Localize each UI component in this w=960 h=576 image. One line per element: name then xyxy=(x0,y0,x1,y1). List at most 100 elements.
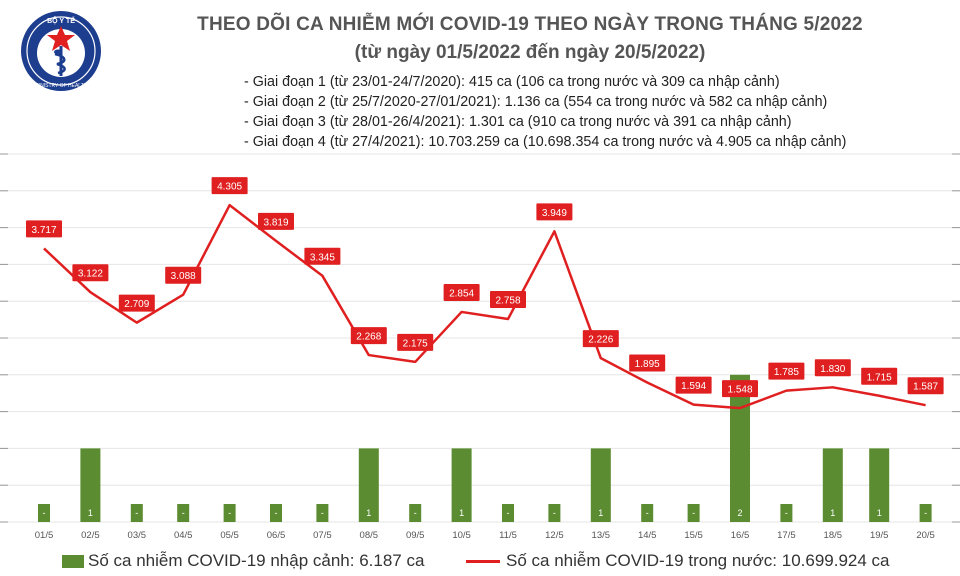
data-label-box xyxy=(118,294,155,312)
x-tick-label: 03/5 xyxy=(128,530,147,541)
data-label: 3.717 xyxy=(31,225,56,236)
data-label: 1.830 xyxy=(820,364,845,375)
data-label-box xyxy=(258,212,294,230)
data-label-box xyxy=(211,177,248,195)
data-label-box xyxy=(26,220,62,238)
x-tick-label: 11/5 xyxy=(499,530,517,541)
data-label-box xyxy=(629,354,666,372)
logo-text-top: BỘ Y TẾ xyxy=(47,15,75,25)
bar-label: - xyxy=(135,508,138,518)
bar-imported xyxy=(177,504,190,522)
bar-imported xyxy=(316,504,329,522)
data-label-box xyxy=(907,377,944,395)
x-tick-label: 15/5 xyxy=(684,530,703,541)
stage-summary-item: - Giai đoạn 2 (từ 25/7/2020-27/01/2021):… xyxy=(244,94,828,110)
data-label: 1.785 xyxy=(774,367,799,378)
data-label-box xyxy=(490,291,526,309)
data-label: 1.587 xyxy=(913,382,938,393)
legend-item-domestic: Số ca nhiễm COVID-19 trong nước: 10.699.… xyxy=(466,550,890,572)
data-label: 2.758 xyxy=(495,296,520,307)
data-label: 1.895 xyxy=(635,359,660,370)
chart-subtitle: (từ ngày 01/5/2022 đến ngày 20/5/2022) xyxy=(354,42,706,63)
x-tick-label: 16/5 xyxy=(731,530,750,541)
bar-label: - xyxy=(692,508,695,518)
bar-imported xyxy=(502,504,514,522)
data-label-box xyxy=(768,362,805,380)
x-tick-label: 07/5 xyxy=(313,530,332,541)
bar-label: - xyxy=(507,508,510,518)
bar-label: 1 xyxy=(459,508,464,518)
bar-imported xyxy=(223,504,236,522)
data-label: 2.854 xyxy=(449,288,474,299)
bar-label: 1 xyxy=(877,508,882,518)
data-label-box xyxy=(443,283,480,301)
data-label: 2.709 xyxy=(124,299,149,310)
data-label: 3.345 xyxy=(310,252,335,263)
bar-label: - xyxy=(553,508,556,518)
bar-imported xyxy=(130,504,143,522)
bar-label: - xyxy=(43,508,46,518)
data-label-box xyxy=(397,333,434,351)
data-label-box xyxy=(72,264,109,282)
data-label: 3.819 xyxy=(263,217,288,228)
data-label: 1.594 xyxy=(681,381,706,392)
x-tick-label: 13/5 xyxy=(592,530,611,541)
x-tick-label: 04/5 xyxy=(174,530,193,541)
bar-imported xyxy=(641,504,654,522)
bar-imported xyxy=(270,504,282,522)
bar-imported xyxy=(869,448,890,522)
data-label-box xyxy=(861,367,898,385)
legend-domestic-label: Số ca nhiễm COVID-19 trong nước: 10.699.… xyxy=(506,551,890,570)
chart-title: THEO DÕI CA NHIỄM MỚI COVID-19 THEO NGÀY… xyxy=(197,14,863,35)
x-tick-label: 05/5 xyxy=(220,530,239,541)
bar-label: - xyxy=(275,508,278,518)
x-tick-label: 14/5 xyxy=(638,530,657,541)
stage-summary-item: - Giai đoạn 1 (từ 23/01-24/7/2020): 415 … xyxy=(244,74,780,90)
ministry-of-health-logo: BỘ Y TẾ MINISTRY OF HEALTH xyxy=(21,11,101,91)
data-label-box xyxy=(814,359,851,377)
bar-label: - xyxy=(646,508,649,518)
stage-summary-item: - Giai đoạn 3 (từ 28/01-26/4/2021): 1.30… xyxy=(244,114,792,130)
combo-chart: - 1 - - - - - 1 - 1 - - 1 - - 2 - 1 1 - 3.717 3.122 2.709 3.088… xyxy=(0,153,960,541)
stage-summary-item: - Giai đoạn 4 (từ 27/4/2021): 10.703.259… xyxy=(244,134,847,150)
stage-summary-list: - Giai đoạn 1 (từ 23/01-24/7/2020): 415 … xyxy=(244,72,846,152)
x-tick-label: 02/5 xyxy=(81,530,100,541)
data-label: 2.175 xyxy=(403,338,428,349)
bar-label: - xyxy=(182,508,185,518)
bar-label: - xyxy=(924,508,927,518)
bar-label: - xyxy=(228,508,231,518)
data-label-box xyxy=(722,380,758,398)
bar-imported xyxy=(730,374,750,522)
bar-imported xyxy=(451,448,472,522)
bar-imported xyxy=(358,448,379,522)
data-label: 2.226 xyxy=(588,335,613,346)
legend-line-swatch xyxy=(466,559,500,563)
bar-label: - xyxy=(414,508,417,518)
bar-imported xyxy=(548,504,561,522)
data-label: 3.949 xyxy=(542,208,567,219)
bar-imported xyxy=(780,504,793,522)
bar-label: - xyxy=(785,508,788,518)
data-label-box xyxy=(304,247,341,265)
bar-imported xyxy=(38,504,50,522)
bar-imported xyxy=(687,504,700,522)
bar-label: 1 xyxy=(88,508,93,518)
bar-imported xyxy=(409,504,422,522)
x-tick-label: 18/5 xyxy=(824,530,843,541)
bar-label: 1 xyxy=(598,508,603,518)
data-label-box xyxy=(536,203,573,221)
logo-text-bottom: MINISTRY OF HEALTH xyxy=(35,83,88,89)
legend-bar-swatch xyxy=(62,554,84,568)
data-label-box xyxy=(675,376,712,394)
x-tick-label: 10/5 xyxy=(452,530,471,541)
data-label-box xyxy=(582,330,619,348)
bar-label: 2 xyxy=(737,508,742,518)
x-tick-label: 20/5 xyxy=(916,530,935,541)
bar-label: 1 xyxy=(830,508,835,518)
bar-imported xyxy=(590,448,611,522)
x-tick-label: 09/5 xyxy=(406,530,425,541)
bar-label: - xyxy=(321,508,324,518)
data-label: 4.305 xyxy=(217,182,242,193)
legend-item-imported: Số ca nhiễm COVID-19 nhập cảnh: 6.187 ca xyxy=(62,550,424,572)
bar-imported xyxy=(822,448,843,522)
